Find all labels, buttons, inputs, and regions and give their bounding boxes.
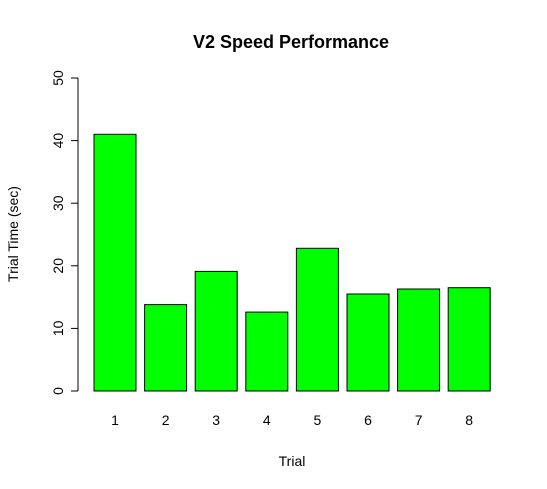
x-tick-labels: 1 2 3 4 5 6 7 8: [111, 412, 473, 428]
x-tick-label: 5: [314, 412, 322, 428]
bar-trial-2: [144, 304, 188, 392]
y-tick-label: 50: [50, 70, 66, 86]
bar-trial-7: [397, 288, 441, 392]
bar-trial-1: [93, 133, 137, 392]
y-tick-label: 20: [50, 258, 66, 274]
y-tick-label: 30: [50, 195, 66, 211]
bars-group: [93, 133, 491, 392]
x-tick-label: 6: [364, 412, 372, 428]
x-tick-label: 3: [212, 412, 220, 428]
bar-trial-6: [346, 293, 390, 392]
x-tick-label: 7: [415, 412, 423, 428]
bar-trial-8: [447, 287, 491, 392]
x-tick-label: 8: [465, 412, 473, 428]
bar-trial-5: [295, 247, 339, 392]
y-axis: 0 10 20 30 40 50: [50, 70, 79, 395]
bar-trial-4: [245, 311, 289, 392]
chart-title: V2 Speed Performance: [193, 32, 389, 52]
x-axis-label: Trial: [279, 453, 306, 469]
y-axis-label: Trial Time (sec): [5, 186, 21, 282]
y-tick-label: 10: [50, 320, 66, 336]
bar-trial-3: [194, 270, 238, 392]
x-tick-label: 4: [263, 412, 271, 428]
x-tick-label: 2: [162, 412, 170, 428]
y-tick-label: 40: [50, 133, 66, 149]
y-tick-label: 0: [50, 387, 66, 395]
x-tick-label: 1: [111, 412, 119, 428]
